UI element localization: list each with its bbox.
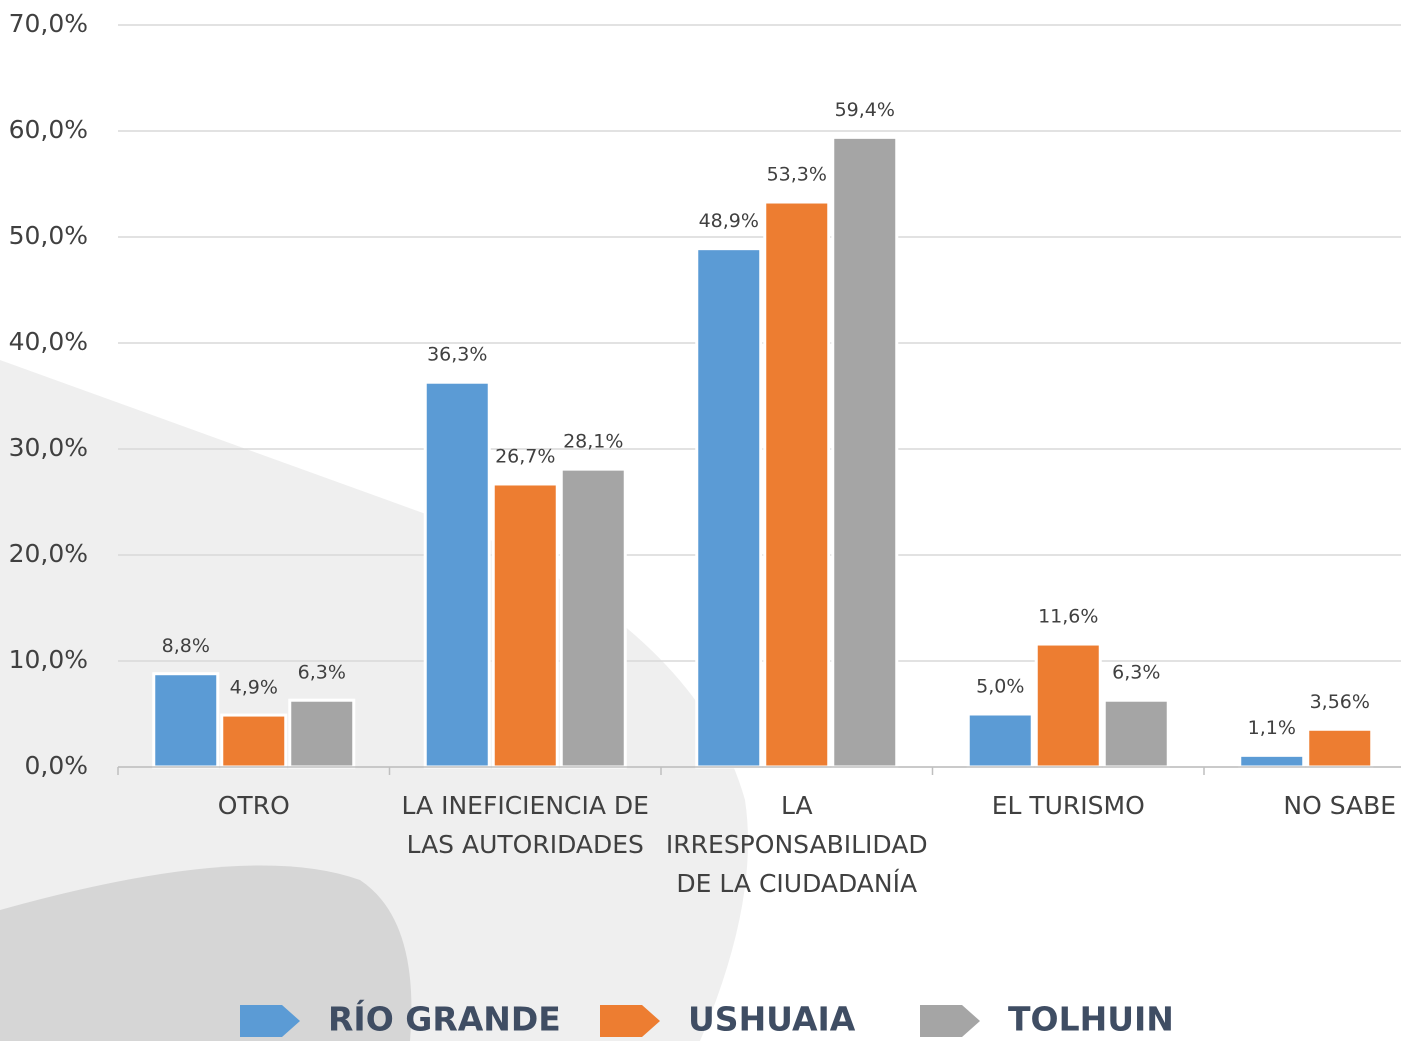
value-label: 5,0% (976, 676, 1024, 698)
value-label: 6,3% (298, 662, 346, 684)
y-tick-label: 0,0% (24, 751, 88, 780)
bar (1104, 700, 1168, 767)
value-label: 53,3% (767, 164, 827, 186)
legend-label: RÍO GRANDE (328, 999, 561, 1039)
value-label: 1,1% (1248, 717, 1296, 739)
value-label: 48,9% (699, 210, 759, 232)
legend-marker (920, 1005, 980, 1037)
bar (697, 249, 761, 767)
bar (833, 137, 897, 767)
value-label: 26,7% (495, 445, 555, 467)
bar (222, 715, 286, 767)
bar (765, 202, 829, 767)
x-tick-label: NO SABE (1200, 786, 1401, 825)
bar (425, 382, 489, 767)
value-label: 8,8% (162, 635, 210, 657)
y-tick-label: 40,0% (9, 327, 88, 356)
bar (154, 674, 218, 767)
value-label: 36,3% (427, 344, 487, 366)
y-tick-label: 50,0% (9, 221, 88, 250)
y-tick-label: 70,0% (9, 9, 88, 38)
value-label: 11,6% (1038, 606, 1098, 628)
bar (561, 469, 625, 767)
legend-label: USHUAIA (688, 1000, 856, 1039)
x-tick-label: OTRO (114, 786, 394, 825)
bar (290, 700, 354, 767)
x-tick-label: EL TURISMO (928, 786, 1208, 825)
y-tick-label: 60,0% (9, 115, 88, 144)
chart: 0,0% 10,0% 20,0% 30,0% 40,0% 50,0% 60,0% 70,0% 8… (0, 0, 1401, 1041)
y-tick-label: 20,0% (9, 539, 88, 568)
bar (1308, 729, 1372, 767)
value-label: 3,56% (1310, 691, 1370, 713)
bar (493, 484, 557, 767)
bar (1036, 644, 1100, 767)
value-label: 6,3% (1112, 662, 1160, 684)
value-label: 59,4% (835, 99, 895, 121)
y-tick-label: 10,0% (9, 645, 88, 674)
legend-label: TOLHUIN (1008, 1000, 1174, 1039)
value-label: 28,1% (563, 431, 623, 453)
x-tick-label: LA IRRESPONSABILIDAD DE LA CIUDADANÍA (657, 786, 937, 903)
x-tick-label: LA INEFICIENCIA DE LAS AUTORIDADES (385, 786, 665, 864)
y-tick-label: 30,0% (9, 433, 88, 462)
value-label: 4,9% (230, 677, 278, 699)
bar (1240, 755, 1304, 767)
bar (968, 714, 1032, 767)
